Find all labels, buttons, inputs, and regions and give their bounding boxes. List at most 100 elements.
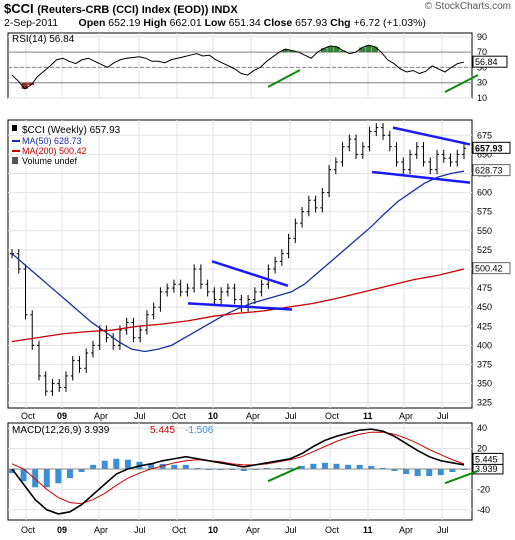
macd-x-tick: 11 — [363, 525, 373, 535]
rsi-overbought-fill — [289, 50, 296, 53]
price-x-tick: 09 — [57, 411, 67, 421]
rsi-tick-label: 30 — [477, 78, 487, 88]
rsi-overbought-fill — [320, 48, 327, 53]
price-x-tick: Apr — [399, 411, 413, 421]
volume-legend: Volume undef — [22, 156, 78, 166]
macd-x-tick: Oct — [21, 525, 36, 535]
rsi-legend: RSI(14) 56.84 — [12, 34, 75, 45]
macd-histogram-bar — [461, 468, 467, 470]
rsi-panel-frame — [7, 32, 473, 99]
macd-tick-label: -20 — [477, 484, 490, 494]
price-tick-label: 425 — [477, 321, 492, 331]
macd-tick-label: 20 — [477, 444, 487, 454]
low-value: 651.34 — [228, 17, 261, 29]
price-tick-label: 600 — [477, 188, 492, 198]
macd-hist-legend: -1.506 — [185, 425, 214, 436]
close-value: 657.93 — [295, 17, 328, 29]
macd-value-label: 5.445 — [475, 454, 498, 464]
price-tick-label: 525 — [477, 245, 492, 255]
macd-histogram-bar — [124, 459, 131, 469]
macd-histogram-bar — [20, 468, 27, 482]
macd-histogram-bar — [263, 467, 270, 469]
price-tick-label: 450 — [477, 302, 492, 312]
high-value: 662.01 — [169, 17, 202, 29]
macd-histogram-bar — [321, 462, 328, 469]
price-x-tick: Oct — [172, 411, 187, 421]
symbol-text: $CCI — [4, 1, 34, 16]
macd-x-tick: Apr — [94, 525, 108, 535]
macd-histogram-bar — [403, 468, 410, 475]
price-x-tick: Jul — [134, 411, 146, 421]
macd-histogram-bar — [449, 468, 456, 473]
trendline-2 — [187, 302, 293, 311]
macd-x-tick: Jul — [437, 525, 449, 535]
rsi-annotation-2 — [444, 74, 479, 93]
macd-histogram-bar — [414, 468, 421, 477]
quote-date: 2-Sep-2011 — [4, 17, 59, 29]
watermark: © StockCharts.com — [424, 1, 511, 12]
macd-histogram-bar — [287, 467, 294, 469]
macd-histogram-bar — [368, 465, 375, 469]
ma200-legend: MA(200) 500.42 — [22, 146, 87, 156]
rsi-line — [11, 44, 465, 90]
rsi-tick-label: 90 — [477, 32, 487, 42]
ma50-line — [11, 170, 465, 353]
open-value: 652.19 — [108, 17, 141, 29]
macd-histogram-bar — [78, 468, 85, 473]
price-label-box — [472, 164, 511, 177]
price-legend-swatch — [12, 125, 17, 131]
macd-histogram-bar — [298, 465, 305, 469]
macd-histogram-bar — [182, 464, 189, 469]
rsi-oversold-fill — [28, 82, 35, 85]
close-label: Close — [263, 17, 293, 29]
rsi-overbought-fill — [327, 46, 334, 53]
macd-value-box — [472, 452, 504, 465]
price-label-box — [472, 262, 511, 275]
macd-histogram-bar — [345, 464, 352, 469]
ma50-legend: MA(50) 628.73 — [22, 136, 82, 146]
rsi-oversold-fill — [21, 82, 28, 89]
chg-label: Chg — [330, 17, 351, 29]
price-tick-label: 475 — [477, 283, 492, 293]
high-label: High — [143, 17, 167, 29]
trendline-1 — [211, 260, 289, 287]
macd-histogram-bar — [310, 463, 317, 469]
rsi-tick-label: 10 — [477, 93, 487, 103]
open-label: Open — [78, 17, 106, 29]
macd-legend: MACD(12,26,9) 3.939 — [12, 425, 110, 436]
price-tick-label: 675 — [477, 130, 492, 140]
macd-histogram-bar — [437, 468, 444, 476]
macd-histogram-bar — [9, 468, 15, 474]
price-tick-label: 575 — [477, 207, 492, 217]
rsi-overbought-fill — [365, 45, 372, 53]
macd-histogram-bar — [426, 468, 433, 477]
macd-histogram-bar — [379, 467, 386, 469]
quote-line: 2-Sep-2011 Open 652.19 High 662.01 Low 6… — [4, 17, 426, 29]
price-label-box — [472, 141, 511, 154]
macd-signal-legend: 5.445 — [150, 425, 175, 436]
price-tick-label: 350 — [477, 379, 492, 389]
price-legend-main: $CCI (Weekly) 657.93 — [22, 125, 121, 136]
price-tick-label: 400 — [477, 340, 492, 350]
rsi-overbought-fill — [340, 50, 347, 53]
symbol-name: (Reuters-CRB (CCI) Index (EOD)) INDX — [37, 4, 238, 16]
macd-x-tick: Jul — [134, 525, 146, 535]
macd-tick-label: 40 — [477, 423, 487, 433]
rsi-overbought-fill — [371, 46, 378, 53]
macd-histogram-bar — [217, 468, 224, 470]
price-x-tick: Oct — [325, 411, 340, 421]
macd-histogram-bar — [275, 467, 282, 469]
rsi-annotation-1 — [267, 69, 301, 88]
macd-histogram-bar — [229, 468, 236, 470]
macd-histogram-bar — [66, 468, 73, 479]
macd-histogram-bar — [148, 463, 155, 469]
price-label: 628.73 — [475, 166, 503, 176]
volume-swatch — [12, 157, 18, 164]
price-tick-label: 650 — [477, 149, 492, 159]
price-tick-label: 325 — [477, 398, 492, 408]
macd-histogram-bar — [171, 464, 178, 469]
macd-histogram-bar — [55, 468, 62, 484]
macd-value-label: 3.939 — [475, 464, 498, 474]
macd-annotation-1 — [267, 465, 301, 483]
